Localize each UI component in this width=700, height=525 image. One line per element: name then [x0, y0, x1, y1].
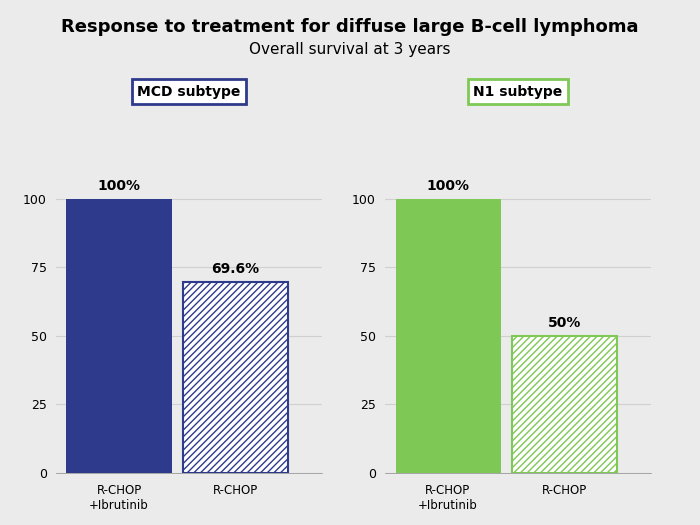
Text: 100%: 100%	[97, 179, 141, 193]
Bar	[183, 282, 288, 472]
Text: N1 subtype: N1 subtype	[473, 85, 563, 99]
Text: Response to treatment for diffuse large B-cell lymphoma: Response to treatment for diffuse large …	[62, 18, 638, 36]
Text: 100%: 100%	[426, 179, 470, 193]
Bar	[395, 198, 500, 472]
Text: 69.6%: 69.6%	[211, 262, 260, 276]
Text: 50%: 50%	[548, 316, 582, 330]
Bar	[512, 335, 617, 472]
Text: MCD subtype: MCD subtype	[137, 85, 241, 99]
Bar	[66, 198, 172, 472]
Text: Overall survival at 3 years: Overall survival at 3 years	[249, 42, 451, 57]
